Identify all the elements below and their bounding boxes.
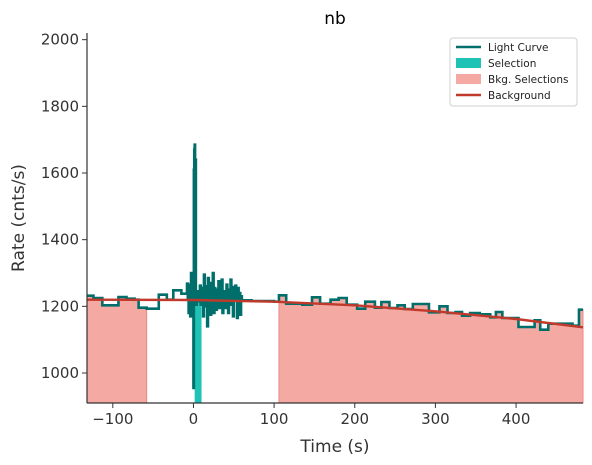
x-tick-label: 100: [260, 410, 289, 428]
background-layer: [86, 298, 584, 329]
y-tick-label: 1400: [41, 231, 79, 249]
legend-swatch: [456, 58, 481, 68]
y-axis-label: Rate (cnts/s): [9, 164, 29, 272]
selection-layer: [194, 144, 202, 403]
bkg-selection-region: [86, 295, 148, 404]
legend-label: Light Curve: [488, 42, 549, 54]
y-tick-label: 1800: [41, 97, 79, 115]
y-tick-label: 1000: [41, 364, 79, 382]
y-tick-label: 2000: [41, 31, 79, 49]
x-axis-label: Time (s): [299, 437, 369, 457]
x-tick-label: −100: [92, 410, 133, 428]
x-tick-label: 200: [340, 410, 369, 428]
legend-label: Bkg. Selections: [488, 74, 568, 86]
y-tick-label: 1200: [41, 297, 79, 315]
axes-layer: [86, 33, 583, 404]
source-selection-region: [194, 144, 202, 403]
y-tick-label: 1600: [41, 164, 79, 182]
legend-label: Background: [488, 90, 551, 102]
legend-label: Selection: [488, 58, 536, 70]
legend-swatch: [456, 74, 481, 84]
x-tick-label: 400: [502, 410, 531, 428]
x-tick-label: 0: [189, 410, 199, 428]
x-tick-label: 300: [421, 410, 450, 428]
ticks-layer: −100 0 100 200 300 400 1000 1200 1400 1600 1800 200…: [41, 31, 531, 428]
bkg-selection-layer: [86, 294, 584, 404]
legend-box: [449, 37, 578, 107]
chart-title: nb: [324, 9, 346, 29]
legend: Light Curve Selection Bkg. Selections Backg…: [449, 37, 578, 107]
background-model-line: [86, 298, 584, 329]
